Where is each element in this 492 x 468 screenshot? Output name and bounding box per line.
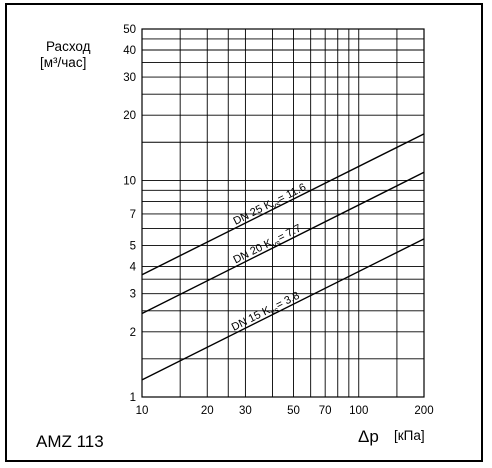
- series-line-dn20: [141, 171, 425, 315]
- y-tick-label: 10: [123, 175, 136, 187]
- y-tick-label: 4: [130, 262, 137, 274]
- plot-border: [141, 28, 425, 398]
- x-tick-label: 10: [136, 405, 149, 417]
- grid: [141, 28, 425, 398]
- model-label: AMZ 113: [36, 432, 104, 451]
- y-tick-label: 2: [130, 327, 136, 339]
- x-tick-label: 50: [287, 405, 300, 417]
- x-tick-label: 30: [239, 405, 252, 417]
- y-tick-label: 3: [130, 289, 136, 301]
- y-tick-label: 5: [130, 241, 136, 253]
- x-axis-unit: [кПа]: [394, 428, 425, 443]
- series-group: DN 25 Kvs= 11.6DN 20 Kvs= 7.7DN 15 Kvs= …: [141, 133, 425, 381]
- series-line-dn15: [141, 238, 425, 381]
- y-tick-label: 1: [130, 392, 136, 404]
- x-tick-label: 100: [349, 405, 368, 417]
- tick-labels: 1 2 3 4 5 7 10 20 30 40 50 10 20 30 50 70 100 200: [123, 24, 433, 417]
- x-tick-label: 20: [201, 405, 214, 417]
- series-label-dn15: DN 15 Kvs= 3.8: [230, 290, 303, 336]
- y-axis-label-line1: Расход: [46, 39, 91, 54]
- x-axis-symbol: Δp: [358, 427, 379, 446]
- y-tick-label: 7: [130, 209, 136, 221]
- x-tick-label: 200: [414, 405, 433, 417]
- x-tick-label: 70: [319, 405, 332, 417]
- y-tick-label: 30: [123, 72, 136, 84]
- y-tick-label: 40: [123, 45, 136, 57]
- chart-frame: [5, 3, 483, 462]
- y-tick-label: 50: [123, 24, 136, 36]
- series-line-dn25: [141, 133, 425, 276]
- y-axis-label-line2: [м³/час]: [40, 55, 86, 70]
- y-tick-label: 20: [123, 110, 136, 122]
